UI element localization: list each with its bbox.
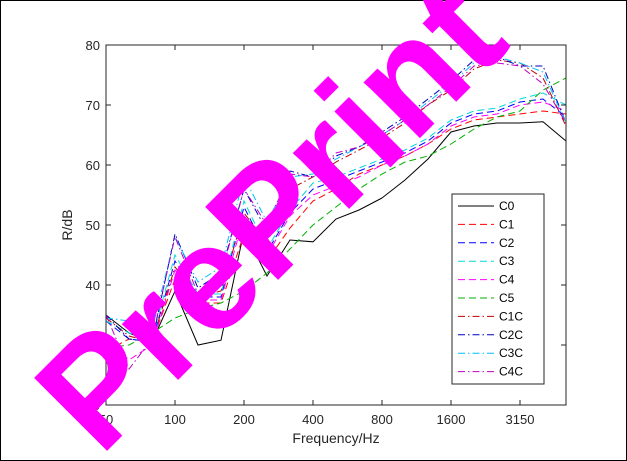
series-line-c2: [105, 98, 567, 343]
y-tick-label: 80: [86, 38, 100, 53]
x-tick-label: 3150: [506, 412, 535, 427]
legend-label-c2c: C2C: [499, 328, 523, 342]
series-line-c4: [105, 101, 567, 361]
series-line-c1c: [105, 59, 567, 343]
legend-label-c5: C5: [499, 291, 515, 305]
y-tick-label: 60: [86, 158, 100, 173]
x-axis-label: Frequency/Hz: [292, 430, 379, 446]
x-tick-label: 200: [233, 412, 255, 427]
legend-label-c1c: C1C: [499, 309, 523, 323]
y-tick-label: 30: [86, 338, 100, 353]
y-tick-label: 40: [86, 278, 100, 293]
series-line-c2c: [105, 56, 567, 343]
x-tick-label: 1600: [437, 412, 466, 427]
legend-label-c3: C3: [499, 254, 515, 268]
y-tick-label: 70: [86, 98, 100, 113]
legend-label-c1: C1: [499, 217, 515, 231]
legend-label-c2: C2: [499, 236, 515, 250]
x-tick-label: 800: [371, 412, 393, 427]
legend-label-c0: C0: [499, 199, 515, 213]
y-axis-label: R/dB: [59, 209, 75, 240]
x-tick-label: 50: [99, 412, 113, 427]
series-line-c3c: [105, 56, 567, 331]
series-line-c0: [105, 121, 567, 346]
x-tick-label: 400: [302, 412, 324, 427]
legend-box: [451, 193, 545, 385]
x-tick-label: 100: [164, 412, 186, 427]
y-tick-label: 50: [86, 218, 100, 233]
series-line-c5: [105, 77, 567, 349]
legend-label-c4: C4: [499, 273, 515, 287]
series-line-c3: [105, 92, 567, 340]
series-line-c4c: [105, 62, 567, 370]
series-line-c1: [105, 110, 567, 352]
legend-label-c4c: C4C: [499, 365, 523, 379]
legend-label-c3c: C3C: [499, 346, 523, 360]
y-tick-label: 20: [86, 398, 100, 413]
